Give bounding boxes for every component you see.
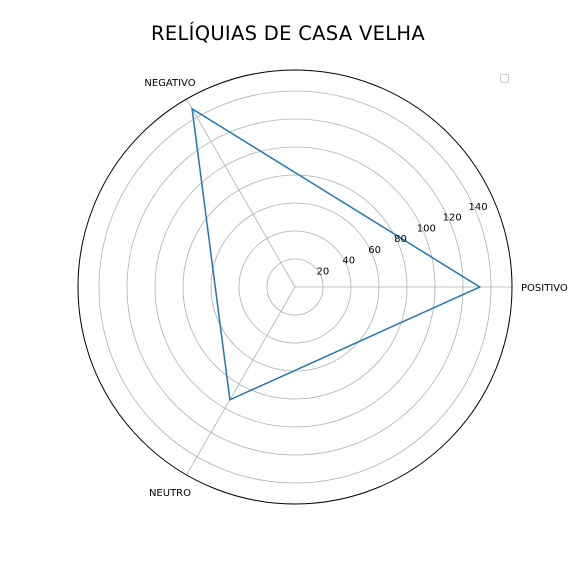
category-label: POSITIVO — [521, 283, 568, 294]
grid-layer — [77, 69, 513, 505]
grid-spoke — [186, 98, 296, 288]
radial-tick-label: 20 — [317, 266, 330, 277]
radial-tick-label: 120 — [443, 213, 462, 224]
radial-tick-label: 100 — [417, 223, 436, 234]
series-line — [191, 107, 482, 401]
grid-spoke — [186, 286, 296, 476]
label-layer: 20 40 60 80 100 120 140 POSITIVO NEGATIVO NEUTRO — [144, 78, 568, 499]
category-label: NEUTRO — [149, 488, 191, 499]
chart-title: RELÍQUIAS DE CASA VELHA — [151, 22, 425, 45]
polar-frame — [77, 69, 513, 505]
legend-box — [500, 74, 509, 83]
radial-tick-label: 60 — [368, 245, 381, 256]
series-layer — [191, 107, 482, 401]
radial-tick-label: 40 — [342, 256, 355, 267]
radial-tick-label: 140 — [469, 202, 488, 213]
category-label: NEGATIVO — [144, 78, 195, 89]
radial-tick-label: 80 — [394, 234, 407, 245]
